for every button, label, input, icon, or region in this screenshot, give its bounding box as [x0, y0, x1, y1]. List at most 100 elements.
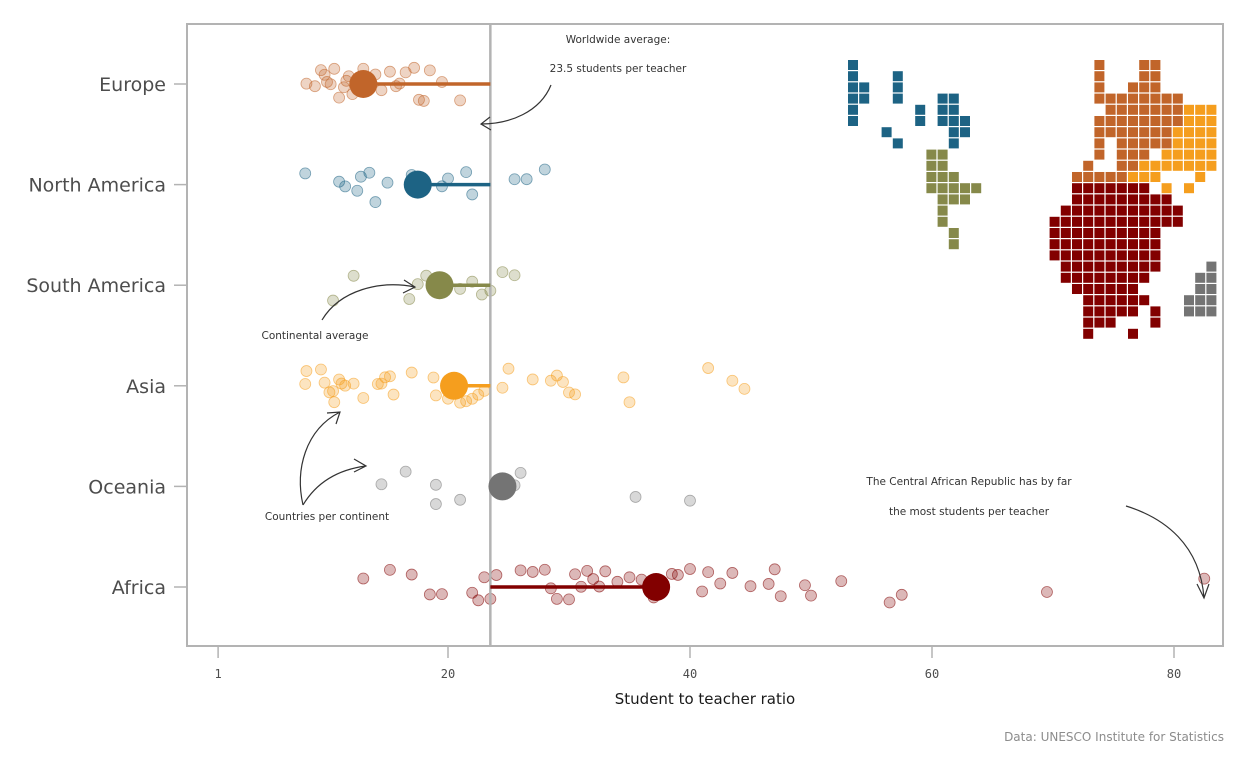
country-point-oceania-3	[429, 478, 442, 491]
map-tile	[937, 93, 948, 104]
country-point-asia-38	[738, 382, 751, 395]
map-tile	[1083, 216, 1094, 227]
map-tile	[1128, 306, 1138, 317]
map-tile	[1161, 205, 1172, 216]
country-point-europe-26	[454, 94, 467, 107]
map-tile	[1105, 183, 1116, 194]
data-source-caption: Data: UNESCO Institute for Statistics	[1004, 730, 1224, 744]
map-tile	[1206, 149, 1217, 160]
map-tile	[1172, 93, 1183, 104]
country-point-asia-24	[472, 388, 485, 401]
map-tile	[848, 104, 858, 115]
map-tile	[1150, 317, 1161, 328]
country-point-africa-4	[436, 588, 448, 601]
average-dot-oceania	[488, 472, 517, 501]
map-tile	[1116, 138, 1127, 149]
country-point-africa-42	[1041, 586, 1053, 598]
map-tile	[1195, 306, 1206, 317]
map-tile	[1072, 261, 1082, 272]
map-tile	[1139, 261, 1150, 272]
map-tile	[1105, 205, 1116, 216]
map-tile	[1128, 228, 1138, 238]
country-point-africa-36	[774, 590, 787, 603]
country-point-africa-28	[684, 563, 696, 575]
map-tile	[1105, 239, 1116, 250]
map-tile	[1195, 284, 1206, 294]
continental-average-label: Continental average	[261, 330, 368, 342]
map-tile	[1172, 205, 1183, 216]
country-point-europe-24	[423, 64, 436, 77]
map-tile	[1150, 138, 1161, 149]
map-tile	[1094, 194, 1105, 205]
map-tile	[1094, 205, 1105, 216]
country-point-south-america-9	[496, 266, 509, 278]
country-point-africa-37	[799, 579, 811, 592]
country-point-europe-8	[338, 81, 350, 94]
map-tile	[1060, 272, 1071, 283]
map-tile	[1094, 216, 1105, 227]
world-tile-map	[848, 60, 1217, 339]
country-point-asia-10	[347, 377, 360, 390]
average-dot-north-america	[403, 170, 432, 199]
country-point-europe-22	[413, 93, 425, 106]
country-point-asia-0	[299, 378, 312, 390]
country-point-asia-17	[405, 366, 418, 379]
map-tile	[1094, 149, 1105, 160]
country-point-europe-23	[417, 95, 430, 107]
map-tile	[1083, 272, 1094, 283]
map-tile	[937, 205, 948, 216]
map-tile	[1161, 116, 1172, 126]
map-tile	[1094, 284, 1105, 294]
map-tile	[1139, 250, 1150, 261]
map-tile	[1195, 127, 1206, 138]
country-point-africa-9	[490, 569, 503, 581]
map-tile	[848, 93, 858, 104]
map-tile	[926, 149, 937, 160]
map-tile	[937, 116, 948, 126]
map-tile	[1072, 250, 1082, 261]
country-point-europe-3	[318, 68, 331, 81]
map-tile	[1060, 205, 1071, 216]
map-tile	[1150, 194, 1161, 205]
map-tile	[1116, 104, 1127, 115]
country-point-oceania-2	[429, 498, 442, 510]
country-point-africa-26	[665, 568, 678, 580]
country-point-africa-12	[538, 563, 551, 576]
map-tile	[1206, 160, 1217, 171]
map-tile	[892, 93, 903, 104]
map-tile	[1094, 239, 1105, 250]
country-point-north-america-5	[363, 166, 376, 179]
country-point-asia-28	[526, 373, 539, 386]
country-point-africa-32	[726, 567, 739, 579]
map-tile	[1049, 228, 1060, 238]
map-tile	[1172, 149, 1183, 160]
map-tile	[1172, 216, 1183, 227]
car-label-2: the most students per teacher	[889, 506, 1050, 518]
map-tile	[1128, 250, 1138, 261]
map-tile	[1105, 104, 1116, 115]
map-tile	[1116, 172, 1127, 182]
country-point-north-america-13	[508, 173, 521, 186]
map-tile	[1139, 183, 1150, 194]
country-points	[299, 61, 1211, 609]
map-tile	[1161, 104, 1172, 115]
map-tile	[1139, 149, 1150, 160]
map-tile	[1172, 160, 1183, 171]
map-tile	[1139, 93, 1150, 104]
map-tile	[1105, 306, 1116, 317]
map-tile	[1128, 295, 1138, 306]
category-label-asia: Asia	[126, 376, 166, 398]
map-tile	[1094, 71, 1105, 82]
map-tile	[848, 71, 858, 82]
country-point-asia-19	[429, 389, 442, 402]
map-tile	[1072, 205, 1082, 216]
map-tile	[1161, 183, 1172, 194]
country-point-asia-18	[427, 371, 440, 384]
map-tile	[1105, 216, 1116, 227]
x-tick-label-60: 60	[925, 667, 939, 681]
country-point-oceania-8	[629, 491, 642, 503]
map-tile	[1150, 216, 1161, 227]
category-label-oceania: Oceania	[88, 476, 166, 498]
map-tile	[1049, 250, 1060, 261]
countries-arrow-1	[299, 411, 341, 506]
